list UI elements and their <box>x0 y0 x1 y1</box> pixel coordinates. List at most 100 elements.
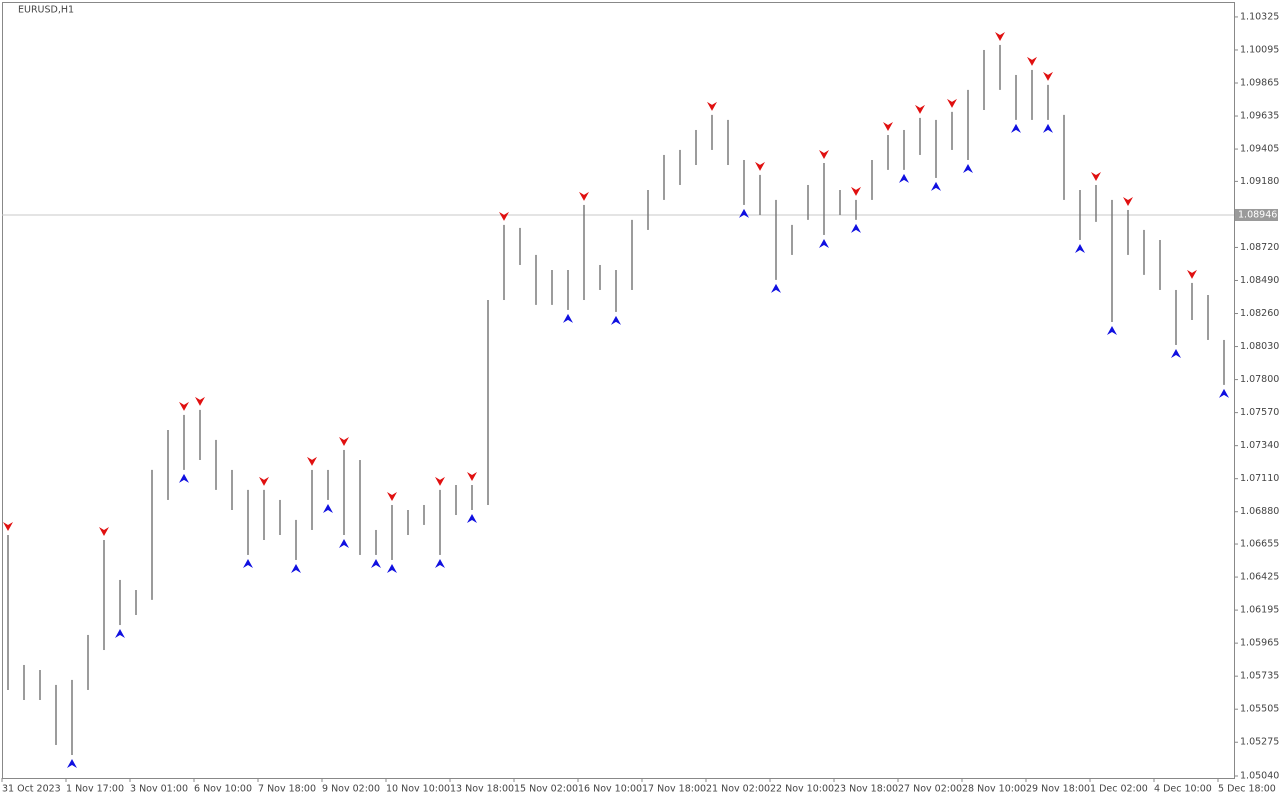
x-tick-label: 3 Nov 01:00 <box>130 784 188 795</box>
y-tick-label: 1.07110 <box>1240 473 1279 484</box>
down-fractal-arrow <box>771 283 781 293</box>
up-fractal-arrow <box>99 527 109 537</box>
up-fractal-arrow <box>947 98 957 108</box>
down-fractal-arrow <box>435 558 445 568</box>
up-fractal-arrow <box>387 491 397 501</box>
up-fractal-arrow <box>435 476 445 486</box>
down-fractal-arrow <box>899 173 909 183</box>
down-fractal-arrow <box>387 563 397 573</box>
x-tick-label: 4 Dec 10:00 <box>1154 784 1212 795</box>
up-fractal-arrow <box>915 104 925 114</box>
down-fractal-arrow <box>115 629 125 639</box>
down-fractal-arrow <box>611 315 621 325</box>
up-fractal-arrow <box>467 472 477 482</box>
down-fractal-arrow <box>851 223 861 233</box>
y-tick-label: 1.09405 <box>1240 144 1279 155</box>
down-fractal-arrow <box>1107 325 1117 335</box>
y-tick-label: 1.10095 <box>1240 44 1279 55</box>
y-tick-label: 1.05505 <box>1240 704 1279 715</box>
y-tick-label: 1.06195 <box>1240 605 1279 616</box>
y-tick-label: 1.07570 <box>1240 407 1279 418</box>
x-tick-label: 5 Dec 18:00 <box>1218 784 1276 795</box>
up-fractal-arrow <box>1043 71 1053 81</box>
up-fractal-arrow <box>995 31 1005 41</box>
x-tick-label: 28 Nov 10:00 <box>962 784 1026 795</box>
down-fractal-arrow <box>291 563 301 573</box>
y-tick-label: 1.08720 <box>1240 242 1279 253</box>
up-fractal-arrow <box>819 149 829 159</box>
up-fractal-arrow <box>499 211 509 221</box>
x-tick-label: 17 Nov 18:00 <box>642 784 706 795</box>
up-fractal-arrow <box>339 436 349 446</box>
down-fractal-arrow <box>339 538 349 548</box>
x-tick-label: 23 Nov 18:00 <box>834 784 898 795</box>
down-fractal-arrow <box>67 759 77 769</box>
x-tick-label: 29 Nov 18:00 <box>1026 784 1090 795</box>
y-tick-label: 1.06655 <box>1240 539 1279 550</box>
y-tick-label: 1.08030 <box>1240 341 1279 352</box>
plot-frame <box>2 2 1235 779</box>
x-tick-label: 15 Nov 02:00 <box>514 784 578 795</box>
y-tick-label: 1.05040 <box>1240 770 1279 781</box>
x-tick-label: 1 Nov 17:00 <box>66 784 124 795</box>
x-tick-label: 22 Nov 10:00 <box>770 784 834 795</box>
up-fractal-arrow <box>3 521 13 531</box>
down-fractal-arrow <box>1219 388 1229 398</box>
down-fractal-arrow <box>1011 123 1021 133</box>
x-tick-label: 27 Nov 02:00 <box>898 784 962 795</box>
up-fractal-arrow <box>707 101 717 111</box>
up-fractal-arrow <box>179 401 189 411</box>
up-fractal-arrow <box>259 476 269 486</box>
y-tick-label: 1.08490 <box>1240 275 1279 286</box>
down-fractal-arrow <box>179 473 189 483</box>
y-tick-label: 1.07340 <box>1240 440 1279 451</box>
up-fractal-arrow <box>579 191 589 201</box>
y-tick-label: 1.09180 <box>1240 176 1279 187</box>
down-fractal-arrow <box>243 558 253 568</box>
up-fractal-arrow <box>1123 196 1133 206</box>
x-tick-label: 13 Nov 18:00 <box>450 784 514 795</box>
up-fractal-arrow <box>1187 269 1197 279</box>
down-fractal-arrow <box>739 208 749 218</box>
up-fractal-arrow <box>1091 171 1101 181</box>
current-price-box <box>1235 208 1278 221</box>
y-tick-label: 1.08260 <box>1240 308 1279 319</box>
chart-title: EURUSD,H1 <box>18 5 74 16</box>
y-tick-label: 1.09635 <box>1240 111 1279 122</box>
x-tick-label: 31 Oct 2023 <box>2 784 61 795</box>
down-fractal-arrow <box>819 238 829 248</box>
up-fractal-arrow <box>851 186 861 196</box>
down-fractal-arrow <box>323 503 333 513</box>
down-fractal-arrow <box>1075 243 1085 253</box>
x-tick-label: 10 Nov 10:00 <box>386 784 450 795</box>
down-fractal-arrow <box>371 558 381 568</box>
x-tick-label: 6 Nov 10:00 <box>194 784 252 795</box>
up-fractal-arrow <box>883 121 893 131</box>
x-tick-label: 16 Nov 10:00 <box>578 784 642 795</box>
up-fractal-arrow <box>307 456 317 466</box>
down-fractal-arrow <box>1043 123 1053 133</box>
y-tick-label: 1.05735 <box>1240 671 1279 682</box>
x-tick-label: 7 Nov 18:00 <box>258 784 316 795</box>
y-tick-label: 1.05965 <box>1240 638 1279 649</box>
down-fractal-arrow <box>467 513 477 523</box>
up-fractal-arrow <box>1027 56 1037 66</box>
up-fractal-arrow <box>755 161 765 171</box>
current-price-label: 1.08946 <box>1238 209 1277 220</box>
y-tick-label: 1.10325 <box>1240 11 1279 22</box>
down-fractal-arrow <box>931 181 941 191</box>
x-tick-label: 1 Dec 02:00 <box>1090 784 1148 795</box>
x-tick-label: 21 Nov 02:00 <box>706 784 770 795</box>
y-tick-label: 1.09865 <box>1240 77 1279 88</box>
up-fractal-arrow <box>195 396 205 406</box>
y-tick-label: 1.06425 <box>1240 572 1279 583</box>
y-tick-label: 1.07800 <box>1240 374 1279 385</box>
down-fractal-arrow <box>1171 348 1181 358</box>
down-fractal-arrow <box>563 313 573 323</box>
y-tick-label: 1.06880 <box>1240 506 1279 517</box>
y-tick-label: 1.05275 <box>1240 737 1279 748</box>
down-fractal-arrow <box>963 163 973 173</box>
x-tick-label: 9 Nov 02:00 <box>322 784 380 795</box>
